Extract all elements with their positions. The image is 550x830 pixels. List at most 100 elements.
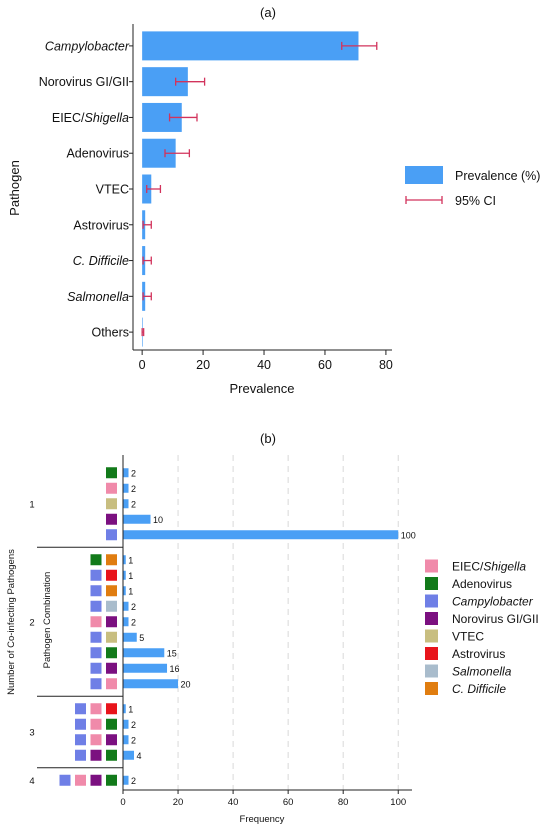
ci-norovirus-gi-gii <box>175 77 206 86</box>
combo-square-c-difficile <box>106 554 117 566</box>
ci-adenovirus <box>164 149 191 158</box>
combo-square-campylobacter <box>75 734 86 746</box>
ci-vtec <box>146 185 162 193</box>
freq-bar-2-2 <box>123 586 126 596</box>
freq-bar-1-2 <box>123 499 129 509</box>
legend-label-eiec-shigella: EIEC/Shigella <box>452 560 526 574</box>
freq-bar-2-7 <box>123 663 168 673</box>
chart-b-title: (b) <box>260 431 276 446</box>
combo-square-norovirus-gi-gii <box>106 734 117 746</box>
freq-bar-1-0 <box>123 468 129 478</box>
freq-label-2-4: 2 <box>131 617 136 627</box>
y-label-salmonella: Salmonella <box>67 290 129 304</box>
legend-prevalence-swatch <box>405 166 443 184</box>
freq-bar-2-8 <box>123 679 179 689</box>
freq-label-1-0: 2 <box>131 468 136 478</box>
freq-label-3-2: 2 <box>131 735 136 745</box>
legend-ci-swatch <box>405 196 443 204</box>
legend-label-c-difficile: C. Difficile <box>452 682 506 696</box>
combo-square-campylobacter <box>90 647 102 659</box>
freq-label-1-4: 100 <box>401 530 416 540</box>
combo-square-eiec-shigella <box>106 482 117 494</box>
x-tick-b-60: 60 <box>283 797 294 808</box>
combo-square-adenovirus <box>106 749 117 761</box>
freq-label-2-7: 16 <box>170 664 180 674</box>
freq-label-3-1: 2 <box>131 720 136 730</box>
combo-square-adenovirus <box>106 718 117 730</box>
freq-label-2-6: 15 <box>167 648 177 658</box>
combo-square-campylobacter <box>90 662 102 674</box>
combo-square-campylobacter <box>75 749 86 761</box>
combo-square-norovirus-gi-gii <box>106 616 117 628</box>
chart-a-legend: Prevalence (%) 95% CI <box>405 166 540 208</box>
combo-square-campylobacter <box>90 631 102 643</box>
combo-square-astrovirus <box>106 569 117 581</box>
chart-a: (a) Pathogen Prevalence 0 20 40 60 80 Campyl… <box>7 5 540 396</box>
combo-square-c-difficile <box>106 585 117 597</box>
combo-square-vtec <box>106 631 117 643</box>
combo-square-campylobacter <box>75 703 86 715</box>
legend-swatch-campylobacter <box>425 594 438 608</box>
combo-square-campylobacter <box>90 678 102 690</box>
y-label-others: Others <box>91 326 129 340</box>
chart-a-title: (a) <box>260 5 276 20</box>
legend-swatch-vtec <box>425 629 438 643</box>
group-label-1: 1 <box>29 499 34 510</box>
x-tick-b-80: 80 <box>338 797 349 808</box>
legend-swatch-c-difficile <box>425 682 438 695</box>
y-label-norovirus-gi-gii: Norovirus GI/GII <box>39 75 129 89</box>
ci-eiec-shigella <box>168 113 198 122</box>
combo-square-campylobacter <box>75 718 86 730</box>
chart-a-y-label: Pathogen <box>7 160 22 216</box>
freq-bar-3-0 <box>123 704 126 714</box>
group-label-2: 2 <box>29 617 34 628</box>
combo-square-vtec <box>106 498 117 510</box>
legend-label-vtec: VTEC <box>452 630 484 644</box>
combo-square-salmonella <box>106 600 117 612</box>
combo-square-adenovirus <box>90 554 102 566</box>
combo-square-campylobacter <box>59 774 71 786</box>
freq-label-2-1: 1 <box>128 571 133 581</box>
legend-label-adenovirus: Adenovirus <box>452 577 512 591</box>
combo-square-campylobacter <box>90 569 102 581</box>
ci-campylobacter <box>341 41 378 50</box>
legend-ci-label: 95% CI <box>455 194 496 208</box>
freq-bar-3-3 <box>123 750 135 760</box>
freq-bar-2-1 <box>123 570 126 580</box>
ci-others <box>141 328 145 337</box>
legend-label-norovirus-gi-gii: Norovirus GI/GII <box>452 612 539 626</box>
freq-bar-2-6 <box>123 648 165 658</box>
combo-square-norovirus-gi-gii <box>106 513 117 525</box>
x-tick-b-0: 0 <box>120 797 125 808</box>
legend-swatch-norovirus-gi-gii <box>425 612 438 625</box>
group-label-4: 4 <box>29 776 34 787</box>
legend-swatch-adenovirus <box>425 577 438 590</box>
freq-label-3-0: 1 <box>128 704 133 714</box>
combo-square-adenovirus <box>106 467 117 479</box>
freq-label-1-3: 10 <box>153 515 163 525</box>
x-tick-b-20: 20 <box>173 797 184 808</box>
freq-bar-2-4 <box>123 617 129 627</box>
legend-swatch-salmonella <box>425 664 438 678</box>
legend-label-campylobacter: Campylobacter <box>452 595 534 609</box>
combo-square-eiec-shigella <box>90 734 102 746</box>
freq-label-2-8: 20 <box>181 679 191 689</box>
freq-bar-1-1 <box>123 483 129 493</box>
freq-label-1-1: 2 <box>131 484 136 494</box>
chart-a-x-label: Prevalence <box>229 381 294 396</box>
legend-swatch-eiec-shigella <box>425 559 438 573</box>
group-label-3: 3 <box>29 728 34 739</box>
combo-square-eiec-shigella <box>75 774 86 786</box>
chart-b-inner-y-label: Pathogen Combination <box>42 572 53 669</box>
y-label-astrovirus: Astrovirus <box>73 218 129 232</box>
legend-prevalence-label: Prevalence (%) <box>455 169 540 183</box>
chart-b-y-label: Number of Co-infecting Pathogens <box>6 549 17 695</box>
chart-b-x-label: Frequency <box>240 814 285 825</box>
x-tick-b-100: 100 <box>390 797 406 808</box>
freq-bar-4-0 <box>123 775 129 785</box>
combo-square-eiec-shigella <box>90 616 102 628</box>
freq-label-2-2: 1 <box>128 586 133 596</box>
y-label-adenovirus: Adenovirus <box>66 147 129 161</box>
x-tick-b-40: 40 <box>228 797 239 808</box>
